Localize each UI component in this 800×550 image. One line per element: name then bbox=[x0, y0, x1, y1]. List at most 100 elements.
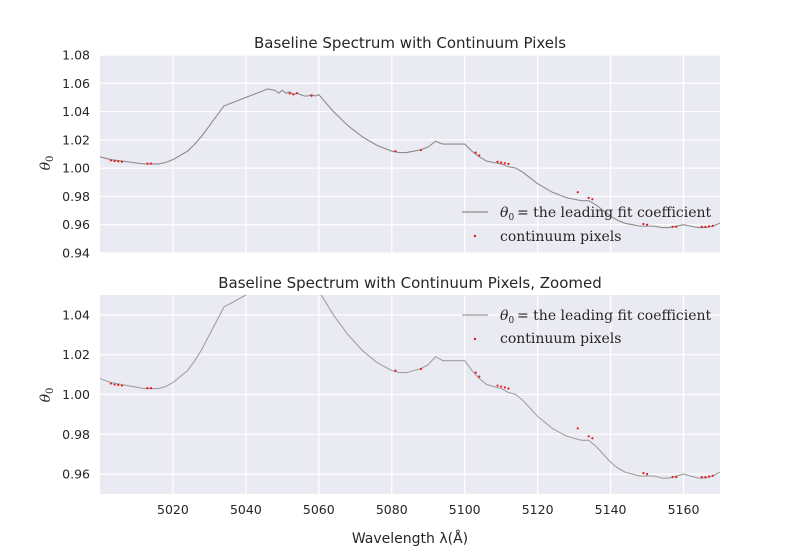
continuum-pixel-point bbox=[711, 224, 714, 227]
continuum-pixel-point bbox=[507, 387, 510, 390]
continuum-pixel-point bbox=[146, 162, 149, 165]
chart-top-continuum-points bbox=[109, 92, 714, 228]
spectrum-line bbox=[100, 88, 720, 229]
x-tick-label: 5040 bbox=[230, 502, 262, 517]
continuum-pixel-point bbox=[503, 162, 506, 165]
continuum-pixel-point bbox=[295, 92, 299, 95]
chart-top-y-ticks: 0.94 0.96 0.98 1.00 1.02 1.04 1.06 1.08 bbox=[62, 48, 90, 261]
continuum-pixel-point bbox=[117, 383, 120, 387]
continuum-pixel-point bbox=[507, 162, 510, 165]
y-tick-label: 1.00 bbox=[62, 387, 90, 402]
continuum-pixel-point bbox=[117, 160, 120, 163]
chart-bottom-y-ticks: 0.96 0.98 1.00 1.02 1.04 bbox=[62, 307, 90, 481]
continuum-pixel-point bbox=[671, 225, 674, 228]
y-tick-label: 0.98 bbox=[62, 427, 90, 442]
chart-top-grid bbox=[100, 54, 720, 254]
continuum-pixel-point bbox=[478, 375, 481, 378]
y-tick-label: 1.00 bbox=[62, 161, 90, 176]
y-tick-label: 1.06 bbox=[62, 76, 90, 91]
continuum-pixel-point bbox=[642, 222, 645, 226]
x-tick-label: 5080 bbox=[376, 502, 408, 517]
continuum-pixel-point bbox=[704, 225, 707, 228]
continuum-pixel-point bbox=[675, 475, 678, 479]
continuum-pixel-point bbox=[704, 475, 707, 479]
continuum-pixel-point bbox=[113, 383, 116, 386]
chart-top-y-axis-label: θ0 bbox=[38, 156, 56, 171]
continuum-pixel-point bbox=[675, 225, 678, 228]
y-tick-label: 1.02 bbox=[62, 132, 90, 147]
y-tick-label: 0.96 bbox=[62, 217, 90, 232]
continuum-pixel-point bbox=[576, 191, 579, 194]
legend-label-fit: = the leading fit coefficient bbox=[517, 308, 712, 324]
continuum-pixel-point bbox=[500, 161, 503, 164]
y-tick-label: 0.98 bbox=[62, 189, 90, 204]
continuum-pixel-point bbox=[700, 225, 703, 228]
chart-bottom-x-ticks: 5020 5040 5060 5080 5100 5120 5140 5160 bbox=[157, 502, 699, 517]
legend-entry-fit-coefficient: θ0 = the leading fit coefficient bbox=[500, 205, 712, 223]
continuum-pixel-point bbox=[645, 473, 649, 476]
x-tick-label: 5140 bbox=[595, 502, 627, 517]
chart-bottom-continuum-points bbox=[109, 367, 714, 479]
continuum-pixel-point bbox=[503, 386, 506, 389]
continuum-pixel-point bbox=[474, 371, 477, 374]
continuum-pixel-point bbox=[707, 475, 711, 478]
continuum-pixel-point bbox=[419, 367, 423, 371]
continuum-pixel-point bbox=[645, 223, 649, 226]
legend-point-swatch bbox=[473, 337, 477, 341]
svg-text:θ0: θ0 bbox=[38, 156, 56, 171]
continuum-pixel-point bbox=[109, 382, 113, 385]
continuum-pixel-point bbox=[591, 437, 594, 440]
continuum-pixel-point bbox=[700, 475, 703, 479]
x-tick-label: 5060 bbox=[303, 502, 335, 517]
y-tick-label: 1.04 bbox=[62, 307, 90, 322]
continuum-pixel-point bbox=[288, 92, 291, 95]
continuum-pixel-point bbox=[591, 198, 594, 201]
legend-point-swatch bbox=[473, 234, 477, 238]
continuum-pixel-point bbox=[671, 475, 674, 479]
continuum-pixel-point bbox=[587, 196, 590, 199]
continuum-pixel-point bbox=[478, 154, 481, 157]
chart-bottom-x-axis-label: Wavelength λ(Å) bbox=[352, 530, 468, 547]
continuum-pixel-point bbox=[120, 384, 123, 387]
continuum-pixel-point bbox=[642, 472, 645, 475]
x-tick-label: 5020 bbox=[157, 502, 189, 517]
x-tick-label: 5120 bbox=[522, 502, 554, 517]
spectrum-line bbox=[100, 295, 720, 479]
legend-label-fit: = the leading fit coefficient bbox=[517, 205, 712, 221]
continuum-pixel-point bbox=[711, 474, 714, 477]
continuum-pixel-point bbox=[292, 93, 295, 96]
chart-bottom-grid bbox=[100, 295, 720, 494]
legend-label-continuum: continuum pixels bbox=[500, 229, 621, 245]
continuum-pixel-point bbox=[120, 160, 123, 163]
chart-bottom-title: Baseline Spectrum with Continuum Pixels,… bbox=[218, 274, 602, 292]
continuum-pixel-point bbox=[394, 369, 397, 372]
continuum-pixel-point bbox=[496, 384, 499, 387]
continuum-pixel-point bbox=[474, 151, 477, 154]
continuum-pixel-point bbox=[707, 225, 711, 228]
legend-label-continuum: continuum pixels bbox=[500, 331, 621, 347]
continuum-pixel-point bbox=[149, 387, 153, 390]
continuum-pixel-point bbox=[394, 150, 397, 153]
continuum-pixel-point bbox=[113, 159, 116, 163]
chart-bottom-spectrum-line bbox=[100, 295, 720, 479]
y-tick-label: 0.94 bbox=[62, 246, 90, 261]
chart-top-title: Baseline Spectrum with Continuum Pixels bbox=[254, 34, 566, 52]
chart-top-spectrum-line bbox=[100, 88, 720, 229]
continuum-pixel-point bbox=[146, 387, 149, 390]
continuum-pixel-point bbox=[109, 159, 113, 162]
chart-bottom-y-axis-label: θ0 bbox=[38, 388, 56, 403]
continuum-pixel-point bbox=[576, 427, 579, 430]
x-tick-label: 5160 bbox=[668, 502, 700, 517]
chart-bottom: 0.96 0.98 1.00 1.02 1.04 5020 5040 5060 5080 510… bbox=[38, 274, 720, 547]
continuum-pixel-point bbox=[500, 385, 503, 388]
continuum-pixel-point bbox=[419, 148, 423, 152]
continuum-pixel-point bbox=[149, 162, 153, 165]
x-tick-label: 5100 bbox=[449, 502, 481, 517]
y-tick-label: 0.96 bbox=[62, 467, 90, 482]
continuum-pixel-point bbox=[310, 94, 313, 97]
y-tick-label: 1.04 bbox=[62, 104, 90, 119]
chart-top: 0.94 0.96 0.98 1.00 1.02 1.04 1.06 1.08 Baselin… bbox=[38, 34, 720, 261]
svg-text:θ0: θ0 bbox=[38, 388, 56, 403]
